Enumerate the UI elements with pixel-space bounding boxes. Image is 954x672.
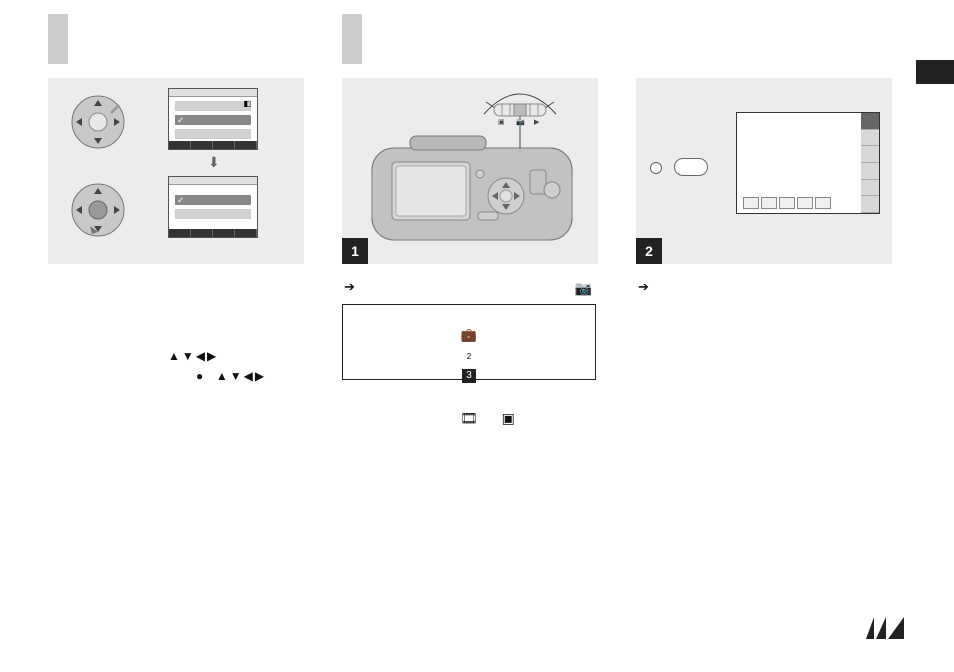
gray-column-1 <box>48 14 68 64</box>
step2-caption: ➔ <box>638 278 649 297</box>
page-turn-icon <box>866 617 904 642</box>
svg-text:▶: ▶ <box>534 119 540 126</box>
setup-2-alt-icon: 3 <box>462 369 476 383</box>
page-side-tab <box>916 60 954 84</box>
panel-setup-screen: 2 <box>636 78 892 264</box>
svg-text:▣: ▣ <box>498 119 505 126</box>
film-icon: 🎞 <box>460 410 488 426</box>
screen-mini-upper: ◧ ✓ <box>168 88 258 150</box>
step1-caption: ➔ 📷 <box>344 278 598 297</box>
dpad-upper <box>70 94 126 150</box>
gray-column-2 <box>342 14 362 64</box>
setup-lcd <box>736 112 880 214</box>
page-footer <box>866 617 904 642</box>
dpad-lower <box>70 182 126 238</box>
film-play-icons: 🎞 ▣ <box>460 408 525 428</box>
menu-button-pill[interactable] <box>674 158 708 176</box>
right-arrow-icon-2: ➔ <box>638 278 649 297</box>
camera-mode-icon: 📷 <box>575 278 592 298</box>
step4-symbols-1: ▲▼◀▶ <box>168 348 218 365</box>
small-indicator <box>650 162 662 174</box>
right-arrow-icon: ➔ <box>344 278 355 297</box>
down-arrow-between: ⬇ <box>208 154 220 171</box>
setup-2-icon: 💼2 <box>461 327 477 362</box>
svg-text:📷: 📷 <box>516 118 525 126</box>
step4-symbols-2: ● ▲▼◀▶ <box>196 368 266 385</box>
play-rect-icon: ▣ <box>502 410 525 426</box>
step-two-number: 2 <box>636 238 662 264</box>
camera-illustration: ▣ 📷 ▶ <box>342 78 598 264</box>
step1-callout-box: 💼2 3 <box>342 304 596 380</box>
panel-camera: 1 ▣ <box>342 78 598 264</box>
screen-mini-lower: ✓ <box>168 176 258 238</box>
side-icon: ◧ <box>243 99 251 108</box>
panel-step4: ◧ ✓ ⬇ ✓ <box>48 78 304 264</box>
